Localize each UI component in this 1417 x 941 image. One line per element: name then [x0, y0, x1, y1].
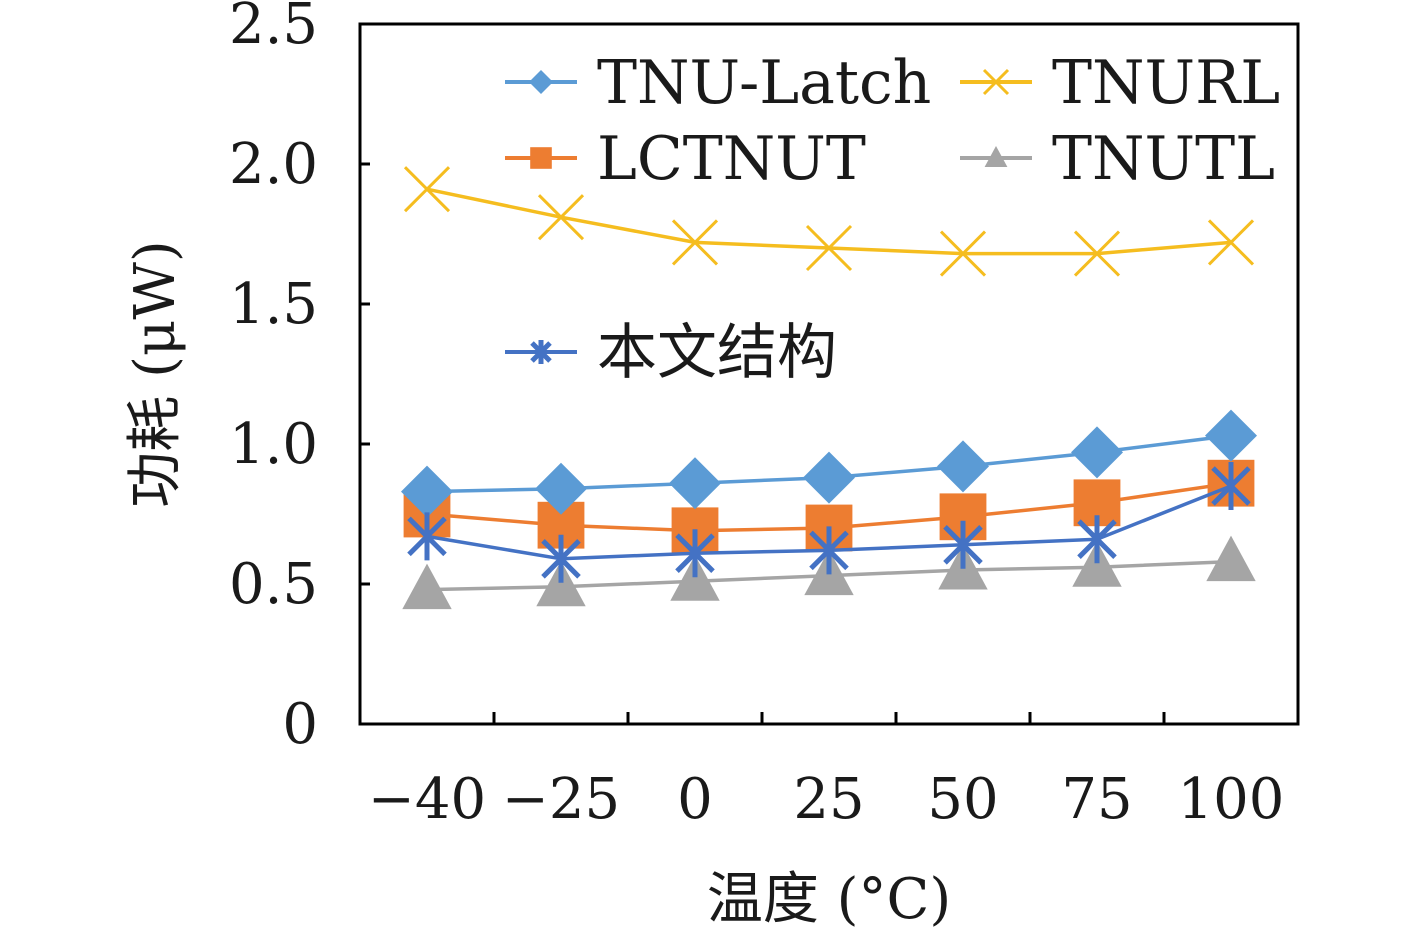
data-point-diamond: [803, 451, 855, 504]
x-tick-label: 100: [1178, 767, 1285, 832]
y-tick-label: 2.5: [229, 0, 318, 57]
data-point-x: [403, 166, 451, 213]
data-point-x: [939, 230, 987, 277]
x-tick-label: 75: [1061, 767, 1132, 832]
series-x: [403, 166, 1255, 277]
data-point-asterisk: [943, 520, 983, 569]
data-point-diamond: [401, 465, 453, 518]
data-point-diamond: [669, 457, 721, 510]
legend-label: 本文结构: [597, 318, 837, 388]
x-tick-label: 0: [677, 767, 713, 832]
data-point-asterisk: [407, 512, 447, 561]
x-tick-label: −40: [368, 767, 486, 832]
data-point-asterisk: [541, 534, 581, 583]
data-point-x: [1207, 219, 1255, 266]
legend-item-square: LCTNUT: [505, 124, 866, 194]
y-tick-label: 1.0: [229, 412, 318, 477]
data-point-asterisk: [809, 526, 849, 575]
legend-label: TNU-Latch: [597, 48, 931, 118]
legend-item-x: TNURL: [960, 48, 1280, 118]
data-point-diamond: [1071, 426, 1123, 479]
x-ticks: [492, 712, 1166, 724]
data-point-x: [671, 219, 719, 266]
y-tick-label: 0: [282, 692, 318, 757]
x-axis-title: 温度 (°C): [707, 867, 951, 932]
data-point-triangle: [670, 555, 720, 601]
x-tick-label: −25: [502, 767, 620, 832]
x-tick-label: 25: [793, 767, 864, 832]
data-point-triangle: [402, 563, 452, 610]
data-point-triangle: [536, 560, 586, 607]
legend-item-triangle: TNUTL: [960, 124, 1275, 194]
series-diamond: [401, 409, 1257, 518]
plot-frame: [358, 22, 1300, 726]
x-tick-label: 50: [927, 767, 998, 832]
legend-label: LCTNUT: [597, 124, 866, 194]
legend-item-diamond: TNU-Latch: [505, 48, 931, 118]
data-point-diamond: [937, 440, 989, 493]
y-tick-label: 2.0: [229, 132, 318, 197]
series-layer: [401, 166, 1257, 610]
y-tick-label: 0.5: [229, 552, 318, 617]
legend-marker-square: [530, 147, 552, 169]
data-point-triangle: [1206, 535, 1256, 582]
legend: TNU-Latch TNURL LCTNUT TNUTL 本文结构: [505, 48, 1280, 388]
legend-marker-x: [982, 68, 1010, 96]
legend-item-asterisk: 本文结构: [505, 318, 837, 388]
y-tick-labels: 0 0.5 1.0 1.5 2.0 2.5: [229, 0, 370, 757]
legend-marker-triangle: [984, 146, 1008, 167]
series-line-x: [426, 187, 1232, 256]
data-point-diamond: [535, 462, 587, 515]
data-point-diamond: [1205, 409, 1257, 462]
legend-marker-diamond: [529, 70, 553, 94]
y-axis-title: 功耗 (μW): [123, 240, 188, 507]
data-point-x: [537, 194, 585, 241]
y-tick-label: 1.5: [229, 272, 318, 337]
legend-marker-asterisk: [530, 340, 552, 364]
data-point-x: [1073, 230, 1121, 277]
legend-label: TNURL: [1052, 48, 1280, 118]
x-tick-labels: −40 −25 0 25 50 75 100: [368, 767, 1285, 832]
data-point-asterisk: [1077, 515, 1117, 564]
data-point-x: [805, 224, 853, 272]
legend-label: TNUTL: [1052, 124, 1275, 194]
data-point-triangle: [1072, 541, 1122, 587]
data-point-asterisk: [1211, 462, 1251, 510]
data-point-asterisk: [675, 529, 715, 578]
series-asterisk: [407, 462, 1251, 583]
